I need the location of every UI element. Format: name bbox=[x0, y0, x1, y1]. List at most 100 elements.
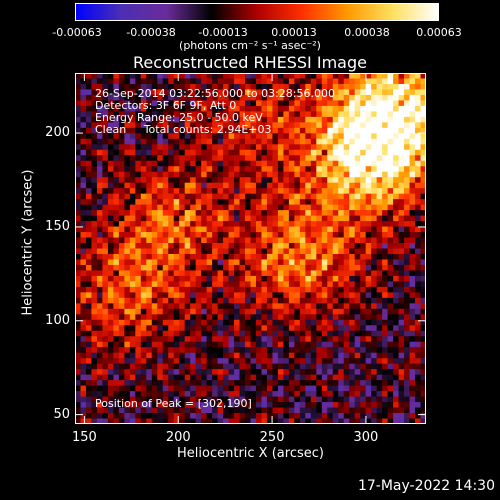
heatmap-cell bbox=[371, 385, 378, 392]
heatmap-cell bbox=[80, 105, 87, 112]
heatmap-cell bbox=[195, 358, 202, 365]
heatmap-cell bbox=[195, 336, 202, 343]
heatmap-cell bbox=[409, 308, 416, 315]
heatmap-cell bbox=[173, 210, 180, 217]
heatmap-cell bbox=[113, 221, 120, 228]
heatmap-cell bbox=[272, 188, 279, 195]
heatmap-cell bbox=[305, 160, 312, 167]
heatmap-cell bbox=[195, 221, 202, 228]
heatmap-cell bbox=[75, 232, 82, 239]
x-axis-tick-label: 150 bbox=[71, 430, 97, 445]
heatmap-cell bbox=[332, 182, 339, 189]
heatmap-cell bbox=[102, 253, 109, 261]
heatmap-cell bbox=[157, 100, 164, 107]
heatmap-cell bbox=[190, 369, 197, 376]
heatmap-cell bbox=[255, 177, 263, 184]
heatmap-cell bbox=[343, 330, 350, 337]
heatmap-cell bbox=[316, 144, 323, 151]
heatmap-cell bbox=[212, 149, 219, 156]
heatmap-cell bbox=[113, 264, 120, 272]
heatmap-cell bbox=[338, 89, 345, 96]
heatmap-cell bbox=[234, 138, 241, 145]
heatmap-cell bbox=[332, 418, 339, 424]
heatmap-cell bbox=[310, 111, 317, 118]
heatmap-cell bbox=[415, 358, 422, 365]
heatmap-cell bbox=[261, 193, 268, 200]
heatmap-cell bbox=[316, 138, 323, 145]
heatmap-cell bbox=[277, 391, 284, 398]
heatmap-cell bbox=[102, 418, 109, 424]
heatmap-cell bbox=[113, 391, 120, 398]
heatmap-cell bbox=[85, 83, 93, 91]
heatmap-cell bbox=[261, 402, 268, 409]
heatmap-cell bbox=[255, 413, 263, 420]
heatmap-cell bbox=[118, 155, 125, 162]
heatmap-cell bbox=[223, 347, 230, 354]
heatmap-cell bbox=[294, 122, 301, 129]
heatmap-cell bbox=[118, 160, 125, 167]
heatmap-cell bbox=[228, 402, 235, 409]
heatmap-cell bbox=[398, 171, 405, 178]
heatmap-cell bbox=[387, 232, 394, 239]
heatmap-cell bbox=[228, 149, 235, 156]
heatmap-cell bbox=[332, 221, 339, 228]
heatmap-cell bbox=[250, 210, 257, 217]
heatmap-cell bbox=[162, 418, 169, 424]
colorbar-tick: 0.00038 bbox=[344, 26, 390, 39]
heatmap-cell bbox=[250, 358, 257, 365]
heatmap-cell bbox=[157, 275, 164, 282]
heatmap-cell bbox=[135, 204, 142, 211]
heatmap-cell bbox=[409, 385, 416, 392]
y-axis-tick-label: 100 bbox=[45, 312, 70, 328]
heatmap-cell bbox=[223, 413, 230, 420]
heatmap-cell bbox=[118, 413, 125, 420]
heatmap-cell bbox=[129, 319, 136, 326]
heatmap-cell bbox=[113, 385, 120, 392]
heatmap-cell bbox=[168, 73, 175, 80]
heatmap-cell bbox=[349, 402, 356, 409]
heatmap-cell bbox=[113, 111, 120, 118]
heatmap-cell bbox=[96, 188, 104, 195]
heatmap-cell bbox=[190, 210, 197, 217]
heatmap-cell bbox=[415, 275, 422, 282]
heatmap-cell bbox=[206, 275, 213, 282]
heatmap-cell bbox=[404, 182, 411, 189]
heatmap-cell bbox=[283, 286, 290, 293]
heatmap-cell bbox=[376, 402, 383, 409]
heatmap-cell bbox=[272, 122, 279, 129]
heatmap-cell bbox=[234, 270, 241, 277]
heatmap-cell bbox=[234, 215, 241, 222]
heatmap-cell bbox=[420, 105, 426, 112]
heatmap-cell bbox=[146, 210, 153, 217]
heatmap-cell bbox=[184, 182, 191, 189]
heatmap-cell bbox=[321, 166, 328, 173]
heatmap-cell bbox=[387, 391, 394, 398]
heatmap-cell bbox=[223, 127, 230, 134]
heatmap-cell bbox=[201, 336, 208, 343]
heatmap-cell bbox=[135, 374, 142, 381]
heatmap-cell bbox=[398, 188, 405, 195]
heatmap-cell bbox=[393, 232, 400, 239]
heatmap-cell bbox=[107, 105, 114, 112]
heatmap-cell bbox=[212, 358, 219, 365]
heatmap-cell bbox=[140, 138, 147, 145]
heatmap-cell bbox=[299, 199, 306, 206]
heatmap-cell bbox=[157, 215, 164, 222]
heatmap-cell bbox=[162, 122, 169, 129]
heatmap-cell bbox=[228, 391, 235, 398]
heatmap-cell bbox=[266, 122, 274, 129]
heatmap-cell bbox=[266, 413, 274, 420]
heatmap-cell bbox=[250, 215, 257, 222]
heatmap-cell bbox=[382, 264, 389, 272]
heatmap-cell bbox=[118, 144, 125, 151]
heatmap-cell bbox=[206, 352, 213, 359]
heatmap-cell bbox=[277, 275, 284, 282]
heatmap-cell bbox=[201, 160, 208, 167]
heatmap-cell bbox=[190, 243, 197, 250]
heatmap-cell bbox=[228, 270, 235, 277]
heatmap-cell bbox=[118, 270, 125, 277]
heatmap-cell bbox=[201, 413, 208, 420]
heatmap-cell bbox=[168, 182, 175, 189]
heatmap-cell bbox=[321, 116, 328, 123]
heatmap-cell bbox=[85, 210, 93, 217]
